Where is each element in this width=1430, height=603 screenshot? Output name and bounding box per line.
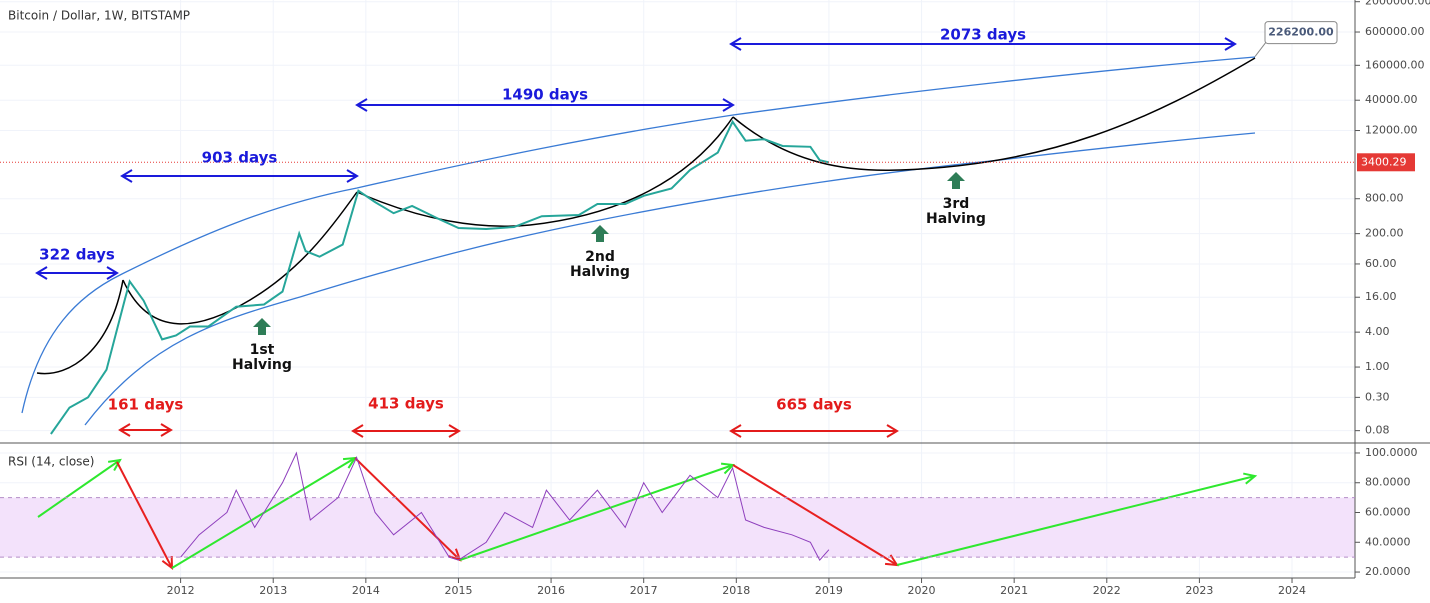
target-label: 226200.00	[1268, 26, 1334, 39]
trend-arrow	[354, 457, 461, 561]
x-tick-label: 2015	[444, 584, 472, 597]
arrow-head	[351, 424, 461, 438]
y-tick-label: 0.30	[1365, 390, 1390, 403]
y-tick-label: 12000.00	[1365, 124, 1418, 137]
y-tick-label: 100.0000	[1365, 446, 1418, 459]
trend-arrow	[37, 459, 121, 518]
halving-label: Halving	[570, 264, 630, 280]
y-tick-label: 16.00	[1365, 290, 1397, 303]
y-tick-label: 1.00	[1365, 360, 1390, 373]
x-tick-label: 2023	[1185, 584, 1213, 597]
y-tick-label: 800.00	[1365, 192, 1404, 205]
target-box	[1264, 21, 1338, 45]
x-tick-label: 2024	[1278, 584, 1306, 597]
arc	[356, 116, 734, 227]
halving-label: Halving	[926, 211, 986, 227]
halving-label: 3rd	[943, 196, 970, 212]
span-label: 413 days	[368, 395, 444, 413]
x-tick-label: 2018	[722, 584, 750, 597]
y-tick-label: 2000000.00	[1365, 0, 1430, 8]
x-tick-label: 2012	[167, 584, 195, 597]
series-line	[50, 119, 830, 435]
halving-arrow	[947, 172, 965, 189]
chart-title: Bitcoin / Dollar, 1W, BITSTAMP	[8, 9, 190, 23]
y-tick-label: 40.0000	[1365, 535, 1411, 548]
span-label: 1490 days	[502, 86, 588, 104]
y-tick-label: 40000.00	[1365, 93, 1418, 106]
y-tick-label: 4.00	[1365, 325, 1390, 338]
y-tick-label: 20.0000	[1365, 565, 1411, 578]
arrow-head	[729, 37, 1237, 51]
trend-arrow	[459, 464, 734, 561]
span-label: 322 days	[39, 246, 115, 264]
arrow-head	[107, 458, 122, 471]
y-tick-label: 0.08	[1365, 424, 1390, 437]
x-tick-label: 2021	[1000, 584, 1028, 597]
span-label: 665 days	[776, 396, 852, 414]
x-tick-label: 2013	[259, 584, 287, 597]
span-label: 903 days	[202, 149, 278, 167]
last-price-box	[1357, 153, 1415, 172]
halving-label: 1st	[250, 342, 275, 358]
last-price-label: 3400.29	[1361, 155, 1407, 168]
x-tick-label: 2022	[1093, 584, 1121, 597]
y-tick-label: 200.00	[1365, 227, 1404, 240]
y-tick-label: 160000.00	[1365, 58, 1425, 71]
trend-arrow	[896, 475, 1256, 566]
halving-arrow	[253, 318, 271, 335]
arrow-head	[1243, 472, 1258, 485]
y-tick-label: 600000.00	[1365, 25, 1425, 38]
arrow-head	[120, 169, 359, 183]
arrow-head	[729, 424, 899, 438]
x-tick-label: 2017	[630, 584, 658, 597]
upper-curve	[21, 56, 1256, 414]
trend-arrow	[732, 464, 898, 566]
arc	[122, 191, 358, 325]
x-tick-label: 2020	[908, 584, 936, 597]
lower-curve	[84, 132, 1256, 426]
y-tick-label: 80.0000	[1365, 476, 1411, 489]
arrow-head	[35, 266, 119, 280]
projection	[732, 57, 1256, 172]
x-tick-label: 2016	[537, 584, 565, 597]
rsi-title: RSI (14, close)	[8, 455, 94, 469]
arrow-head	[355, 98, 735, 112]
halving-arrow	[591, 225, 609, 242]
halving-label: Halving	[232, 357, 292, 373]
span-label: 2073 days	[940, 26, 1026, 44]
arc	[36, 279, 124, 375]
span-label: 161 days	[108, 396, 184, 414]
x-tick-label: 2019	[815, 584, 843, 597]
trend-arrow	[116, 461, 173, 569]
x-tick-label: 2014	[352, 584, 380, 597]
y-tick-label: 60.00	[1365, 257, 1397, 270]
series-line	[180, 451, 830, 561]
y-tick-label: 60.0000	[1365, 506, 1411, 519]
halving-label: 2nd	[585, 249, 615, 265]
drawings	[21, 56, 1256, 426]
arrow-head	[118, 423, 173, 437]
